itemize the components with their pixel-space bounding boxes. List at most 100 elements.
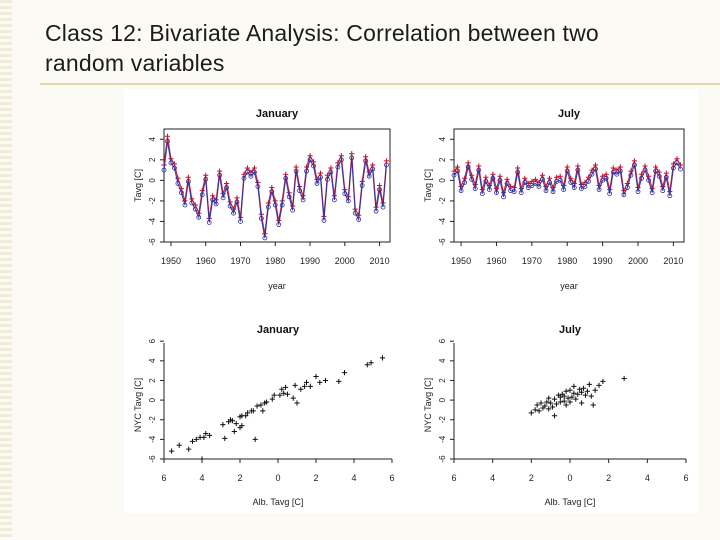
scatter-point bbox=[542, 403, 548, 409]
data-point bbox=[196, 214, 202, 220]
scatter-point bbox=[298, 386, 304, 392]
scatter-point bbox=[229, 418, 235, 424]
data-point bbox=[600, 177, 606, 183]
data-point bbox=[269, 189, 275, 195]
scatter-point bbox=[341, 370, 348, 376]
y-tick-label: -4 bbox=[148, 435, 157, 443]
data-point bbox=[175, 175, 181, 181]
scatter-point bbox=[532, 407, 538, 413]
x-tick-label: 4 bbox=[351, 473, 356, 483]
chart-panel-1: January 1950 1960 1970 1980 1990 2000 2010 -6 -4 -… bbox=[133, 108, 391, 291]
chart-title: January bbox=[257, 324, 300, 336]
data-point bbox=[238, 219, 243, 224]
y-axis-label: NYC Tavg [C] bbox=[133, 378, 143, 432]
data-point bbox=[199, 192, 205, 198]
scatter-point bbox=[553, 401, 560, 407]
data-point bbox=[338, 157, 344, 163]
scatter-point bbox=[271, 392, 277, 398]
data-point bbox=[293, 168, 299, 174]
scatter-point bbox=[569, 394, 575, 400]
scatter-point bbox=[379, 355, 386, 361]
data-point bbox=[518, 190, 524, 196]
data-point bbox=[479, 191, 485, 197]
data-point bbox=[356, 216, 362, 222]
scatter-point bbox=[575, 391, 581, 397]
axis-lines bbox=[163, 343, 392, 460]
data-point bbox=[297, 188, 303, 194]
series-line-albany bbox=[163, 141, 388, 238]
scatter-point bbox=[573, 396, 579, 402]
y-tick-label: 2 bbox=[438, 378, 447, 383]
data-point bbox=[161, 167, 167, 173]
data-point bbox=[624, 185, 630, 190]
data-point bbox=[283, 175, 289, 181]
data-point bbox=[165, 138, 170, 144]
data-point bbox=[345, 198, 351, 204]
scatter-point bbox=[189, 438, 196, 444]
slide-title-line-2: random variables bbox=[45, 50, 225, 76]
data-point bbox=[290, 207, 296, 213]
data-point bbox=[646, 177, 652, 183]
scatter-point bbox=[546, 406, 552, 412]
scatter-point bbox=[557, 399, 563, 405]
data-point bbox=[550, 189, 556, 195]
x-tick-label: 2 bbox=[529, 473, 534, 483]
data-point bbox=[472, 186, 478, 191]
x-axis-label: year bbox=[560, 281, 578, 291]
data-point bbox=[192, 206, 198, 212]
scatter-point bbox=[567, 387, 573, 393]
x-tick-label: 4 bbox=[199, 473, 204, 483]
scatter-point bbox=[199, 456, 205, 462]
data-point bbox=[639, 175, 644, 181]
scatter-point bbox=[207, 432, 213, 439]
y-tick-label: -6 bbox=[438, 238, 447, 246]
scatter-point bbox=[303, 379, 310, 386]
data-point bbox=[529, 183, 535, 188]
data-point bbox=[321, 218, 327, 223]
y-tick-label: 2 bbox=[148, 157, 157, 162]
data-point bbox=[614, 171, 620, 177]
x-tick-label: 4 bbox=[490, 473, 495, 483]
data-point bbox=[359, 183, 365, 188]
scatter-point bbox=[571, 390, 577, 396]
scatter-point bbox=[176, 442, 182, 448]
x-tick-label: 2 bbox=[313, 473, 318, 483]
y-tick-label: 4 bbox=[148, 136, 157, 141]
data-point bbox=[469, 176, 475, 182]
data-point bbox=[632, 162, 637, 168]
scatter-point bbox=[600, 378, 606, 385]
data-point bbox=[220, 195, 226, 201]
scatter-point bbox=[254, 403, 260, 409]
chart-figure: January 1950 1960 1970 1980 1990 2000 2010 -6 -4-… bbox=[124, 89, 698, 513]
slide-edge-decoration bbox=[0, 0, 12, 540]
y-tick-label: 0 bbox=[148, 397, 157, 402]
data-point bbox=[543, 188, 549, 194]
data-point bbox=[678, 166, 683, 172]
scatter-point bbox=[245, 410, 251, 416]
y-tick-label: -2 bbox=[148, 416, 157, 424]
data-point bbox=[286, 194, 292, 200]
data-point bbox=[384, 162, 389, 168]
data-point bbox=[628, 172, 634, 178]
data-point bbox=[377, 187, 382, 193]
data-point bbox=[335, 164, 341, 170]
x-tick-label: 1980 bbox=[557, 256, 577, 266]
y-tick-label: 0 bbox=[148, 178, 157, 183]
data-point bbox=[311, 163, 316, 169]
scatter-point bbox=[317, 379, 323, 386]
x-axis-label: year bbox=[268, 281, 286, 291]
data-point bbox=[617, 168, 623, 174]
data-point bbox=[178, 190, 184, 196]
scatter-point bbox=[260, 408, 266, 414]
scatter-point bbox=[528, 410, 534, 416]
plot-box bbox=[453, 128, 685, 243]
scatter-point bbox=[586, 381, 592, 387]
data-point bbox=[532, 181, 538, 186]
x-tick-label: 1950 bbox=[451, 256, 471, 266]
data-point bbox=[325, 176, 330, 182]
chart-panel-3: January 6 4 2 0 2 4 6 -6 -4 -2 0 2 4 6 Alb. Tavg [C] NYC… bbox=[133, 324, 395, 507]
x-axis-label: Alb. Tavg [C] bbox=[545, 497, 596, 507]
x-tick-label: 6 bbox=[389, 473, 394, 483]
data-point bbox=[217, 172, 223, 178]
data-point bbox=[511, 189, 517, 195]
